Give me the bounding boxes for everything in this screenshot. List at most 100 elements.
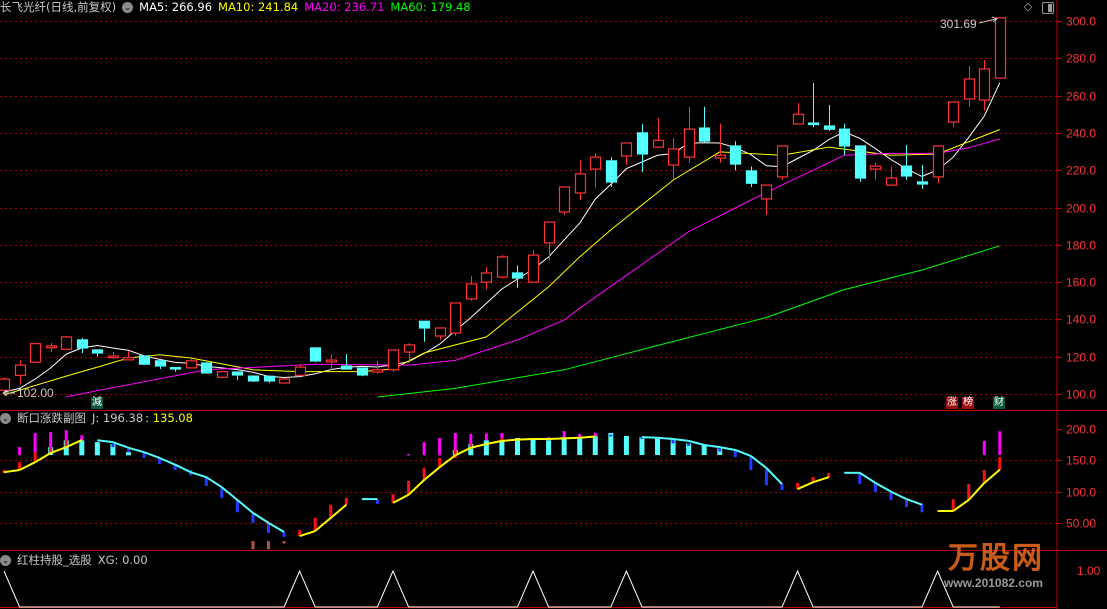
sub-line-segment — [252, 512, 270, 524]
candle — [667, 137, 680, 180]
sub-bar-red — [329, 504, 333, 520]
sub-bar-cyan — [79, 440, 85, 456]
candle-body — [247, 375, 260, 382]
candle-body — [574, 173, 587, 194]
sub-line-segment — [874, 481, 892, 493]
sub-line-segment — [719, 446, 736, 451]
candle — [916, 164, 929, 189]
sub-line-segment — [967, 482, 986, 501]
candle-body — [916, 181, 929, 185]
candle — [76, 338, 89, 353]
ma5-line — [3, 82, 1001, 393]
candle — [636, 123, 649, 173]
ma5-label: MA5: 266.96 — [139, 0, 213, 14]
candle — [434, 327, 447, 340]
sub-line-segment — [3, 469, 20, 474]
candle-body — [807, 122, 820, 126]
candle — [620, 142, 633, 165]
candle-body — [263, 375, 276, 382]
sub-bar-blue — [671, 440, 675, 444]
panel-toggle-icon[interactable] — [1042, 2, 1054, 14]
candle-body — [823, 125, 836, 130]
candle-body — [418, 320, 431, 329]
candle-body — [356, 367, 369, 376]
sub-bar-cyan — [608, 433, 614, 455]
sub-bar-red — [422, 467, 426, 481]
sub-line-segment — [174, 463, 192, 474]
sub-bar-cyan — [530, 438, 536, 455]
sub-line-segment — [501, 438, 518, 442]
sub-bar-red — [64, 440, 68, 448]
candle-body — [963, 78, 976, 100]
sub-bar-red — [391, 494, 395, 503]
candle — [60, 336, 73, 350]
sub-line-segment — [657, 436, 674, 441]
sub-bar-cyan — [577, 437, 583, 455]
sub-line-segment — [579, 435, 596, 439]
sub-line-segment — [734, 449, 752, 457]
candle-body — [29, 343, 42, 363]
candle-body — [652, 139, 665, 148]
diamond-icon[interactable]: ◇ — [1023, 0, 1033, 13]
sub-bar-blue — [173, 464, 177, 471]
dropdown-icon[interactable]: ⌄ — [122, 1, 134, 13]
dropdown-icon[interactable]: ⌄ — [0, 554, 11, 566]
price-tick-label: 260.0 — [1066, 90, 1096, 104]
candle-body — [869, 165, 882, 170]
sub-bar-red — [796, 482, 800, 490]
candle-body — [107, 355, 120, 359]
price-tick-label: 300.0 — [1066, 15, 1096, 29]
candle-body — [60, 336, 73, 350]
sub-bar-cyan — [499, 440, 505, 456]
sub-line-segment — [486, 439, 503, 446]
sub-bar-blue — [904, 499, 908, 507]
sub-bar-red — [827, 473, 831, 479]
candle-body — [294, 366, 307, 376]
high-price-label: 301.69 — [940, 17, 977, 31]
xg-value-label: XG: 0.00 — [97, 553, 148, 567]
sub-tick-label: 200.0 — [1066, 423, 1096, 437]
candle — [947, 101, 960, 128]
sub-bar-cyan — [94, 442, 100, 456]
candle — [885, 166, 898, 186]
sub-bar-pink — [282, 541, 286, 544]
sub-line-segment — [952, 499, 970, 512]
candle — [605, 157, 618, 187]
sub-bar-blue — [858, 472, 862, 485]
sub-bar-blue — [718, 448, 722, 452]
second-value-label: : 135.08 — [145, 411, 193, 425]
candle — [325, 354, 338, 370]
sub-bar-red — [49, 447, 53, 453]
badge-jian[interactable]: 減 — [91, 397, 103, 409]
candle — [294, 364, 307, 376]
stock-title: 长飞光纤(日线,前复权) — [0, 0, 117, 14]
sub-line-segment — [983, 468, 1001, 484]
candle — [978, 60, 991, 111]
sub-line-segment — [159, 457, 176, 466]
sub-line-segment — [128, 446, 145, 454]
candle — [138, 355, 151, 366]
badge-zhang[interactable]: 涨 — [946, 397, 958, 409]
candle-body — [325, 359, 338, 363]
dropdown-icon[interactable]: ⌄ — [0, 412, 11, 424]
candle-body — [340, 365, 353, 370]
candle — [29, 343, 42, 363]
badge-cai[interactable]: 财 — [993, 397, 1005, 409]
candle-body — [387, 349, 400, 371]
sub-line-segment — [672, 438, 689, 442]
candle-body — [465, 283, 478, 300]
sub-bar-blue — [235, 499, 239, 513]
candle — [745, 166, 758, 187]
candle-body — [605, 160, 618, 183]
candle-body — [714, 154, 727, 159]
candle-body — [309, 347, 322, 362]
sub-bar-cyan — [468, 444, 474, 456]
candle-body — [978, 68, 991, 101]
badge-bang[interactable]: 榜 — [962, 397, 974, 409]
candle-body — [449, 302, 462, 334]
low-marker-arrowhead — [2, 389, 8, 397]
sub-line-segment — [112, 441, 129, 449]
sub-bar-blue — [126, 449, 130, 453]
